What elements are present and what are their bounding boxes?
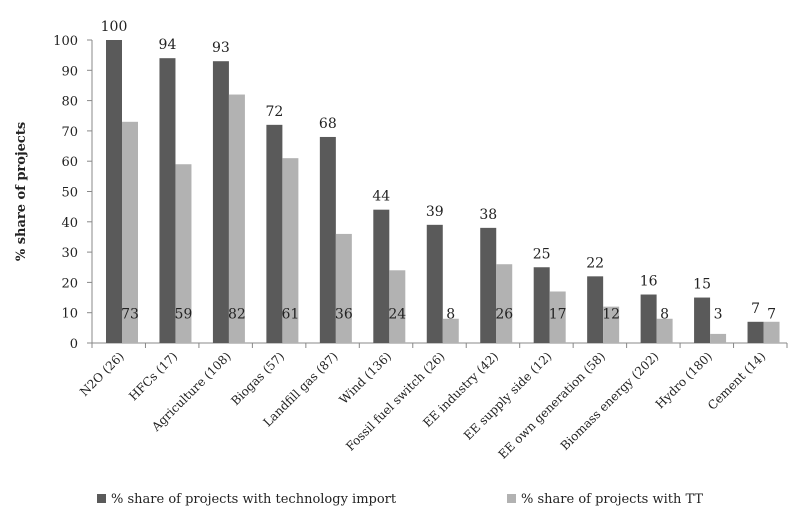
data-label-tech-import: 100 — [101, 19, 128, 35]
data-label-tt: 36 — [335, 307, 353, 323]
bar-tt — [389, 270, 406, 343]
y-tick-label: 0 — [70, 337, 78, 352]
bar-tech-import — [212, 61, 229, 344]
data-label-tech-import: 72 — [265, 104, 283, 120]
bar-tech-import — [533, 267, 550, 343]
y-tick-label: 100 — [53, 34, 78, 49]
data-label-tt: 8 — [446, 307, 455, 323]
bar-tech-import — [587, 276, 604, 343]
bar-tech-import — [159, 58, 176, 344]
data-label-tt: 8 — [660, 307, 669, 323]
bar-tech-import — [266, 124, 283, 343]
y-tick-label: 60 — [61, 155, 78, 170]
category-label: HFCs (17) — [126, 349, 180, 403]
data-label-tt: 12 — [602, 307, 620, 323]
legend-label-tech-import: % share of projects with technology impo… — [111, 492, 397, 507]
y-tick-label: 90 — [61, 64, 78, 79]
category-label: Fossil fuel switch (26) — [343, 349, 447, 453]
y-tick-label: 80 — [61, 95, 78, 110]
bar-tt — [656, 318, 673, 343]
y-tick-label: 20 — [61, 276, 78, 291]
data-label-tt: 3 — [714, 307, 723, 323]
bar-tt — [763, 321, 780, 343]
data-label-tech-import: 25 — [533, 246, 551, 262]
bar-tech-import — [373, 209, 390, 343]
data-label-tt: 73 — [121, 307, 139, 323]
bar-tech-import — [694, 297, 711, 343]
bar-tt — [710, 333, 727, 343]
data-label-tech-import: 68 — [319, 116, 337, 132]
category-label: N2O (26) — [77, 349, 127, 399]
data-label-tt: 7 — [767, 307, 776, 323]
data-label-tech-import: 7 — [751, 301, 760, 317]
bar-tech-import — [480, 227, 497, 343]
bar-tt — [549, 291, 566, 343]
bar-tt — [122, 121, 138, 343]
y-tick-label: 40 — [61, 216, 78, 231]
bar-tt — [228, 94, 245, 343]
data-label-tt: 82 — [228, 307, 246, 323]
data-label-tech-import: 39 — [426, 204, 444, 220]
legend-swatch-tt — [507, 494, 516, 503]
data-label-tech-import: 16 — [640, 274, 658, 290]
data-label-tt: 61 — [281, 307, 299, 323]
bar-tech-import — [640, 294, 657, 343]
y-tick-label: 10 — [61, 307, 78, 322]
y-tick-label: 50 — [61, 186, 78, 201]
y-axis-title: % share of projects — [14, 122, 29, 261]
data-label-tt: 17 — [549, 307, 567, 323]
bar-tech-import — [106, 40, 122, 343]
data-label-tt: 24 — [388, 307, 406, 323]
bar-tech-import — [319, 136, 336, 343]
data-label-tech-import: 15 — [693, 277, 711, 293]
bar-tt — [603, 306, 620, 343]
bar-tt — [335, 233, 352, 343]
legend-label-tt: % share of projects with TT — [521, 492, 703, 507]
data-label-tech-import: 93 — [212, 40, 230, 56]
category-label: Biomass energy (202) — [558, 349, 662, 453]
category-label: Wind (136) — [337, 349, 395, 407]
legend-swatch-tech-import — [97, 494, 106, 503]
category-label: Biogas (57) — [228, 349, 287, 408]
y-tick-label: 30 — [61, 246, 78, 261]
data-label-tech-import: 22 — [586, 255, 604, 271]
category-label: EE supply side (12) — [461, 349, 555, 443]
data-label-tech-import: 38 — [479, 207, 497, 223]
data-label-tt: 26 — [495, 307, 513, 323]
bar-tt — [175, 164, 192, 343]
data-label-tech-import: 94 — [159, 37, 177, 53]
bar-tech-import — [426, 224, 443, 343]
y-tick-label: 70 — [61, 125, 78, 140]
data-label-tt: 59 — [175, 307, 193, 323]
bar-tt — [282, 158, 299, 343]
data-label-tech-import: 44 — [372, 189, 390, 205]
bar-tech-import — [747, 321, 764, 343]
bar-tt — [496, 264, 513, 343]
category-label: EE own generation (58) — [496, 349, 608, 461]
bar-tt — [442, 318, 459, 343]
